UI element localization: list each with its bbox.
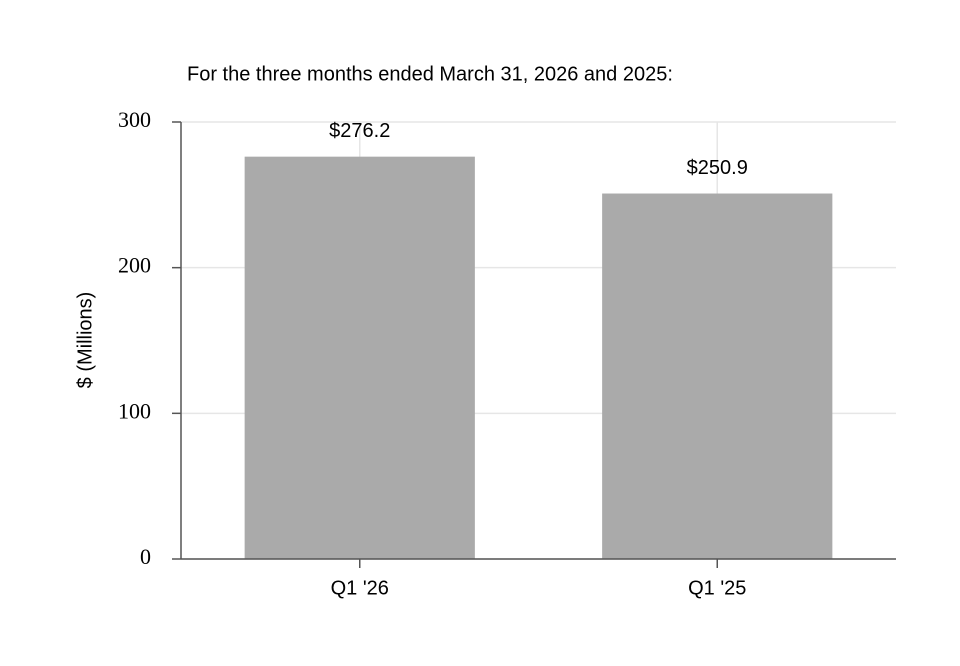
chart-title: For the three months ended March 31, 202… (187, 63, 673, 85)
y-tick-label: 200 (118, 253, 151, 278)
y-tick-label: 300 (118, 107, 151, 132)
x-tick-label: Q1 '25 (688, 577, 746, 599)
bar (602, 193, 833, 559)
value-label: $276.2 (329, 120, 390, 142)
y-axis-label: $ (Millions) (74, 292, 96, 389)
y-tick-label: 0 (140, 544, 151, 569)
x-tick-label: Q1 '26 (331, 577, 389, 599)
value-label: $250.9 (687, 157, 748, 179)
y-tick-label: 100 (118, 398, 151, 423)
bar (244, 156, 475, 559)
